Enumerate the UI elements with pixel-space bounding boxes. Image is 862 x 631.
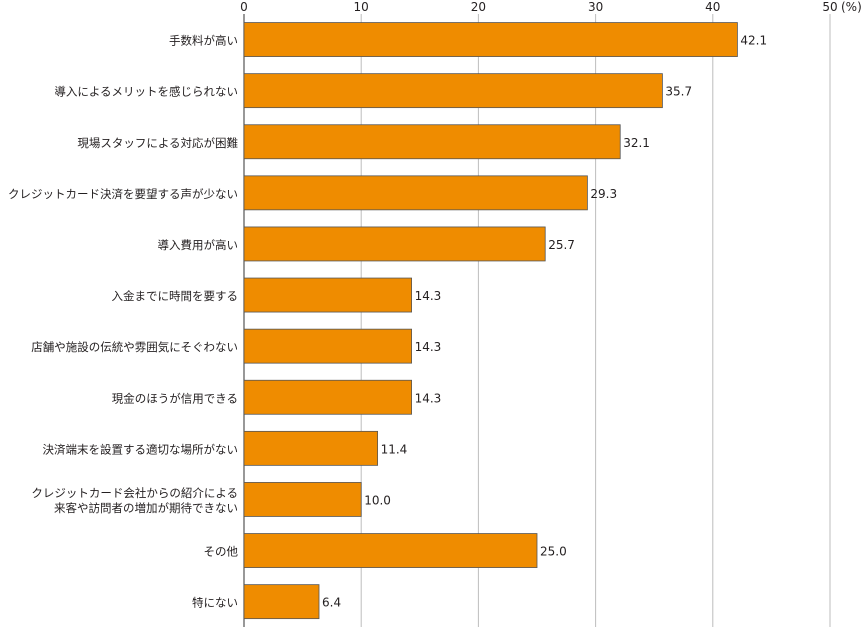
data-label: 6.4 xyxy=(322,596,341,610)
bar xyxy=(243,277,412,313)
data-label: 42.1 xyxy=(740,34,767,48)
bar xyxy=(243,584,320,620)
category-label: その他 xyxy=(204,545,239,559)
data-label: 29.3 xyxy=(590,187,617,201)
category-label: 現金のほうが信用できる xyxy=(112,391,238,405)
category-label: 店舗や施設の伝統や雰囲気にそぐわない xyxy=(31,340,238,354)
data-label: 14.3 xyxy=(415,391,442,405)
x-tick-label: 10 xyxy=(354,0,369,14)
data-label: 10.0 xyxy=(364,493,391,507)
category-label: 入金までに時間を要する xyxy=(112,289,239,303)
bar xyxy=(243,226,546,262)
data-label: 14.3 xyxy=(415,289,442,303)
data-label: 14.3 xyxy=(415,340,442,354)
category-label: 現場スタッフによる対応が困難 xyxy=(77,136,238,150)
data-label: 35.7 xyxy=(665,85,692,99)
bar xyxy=(243,328,412,364)
bar xyxy=(243,430,379,466)
x-tick-label: 40 xyxy=(705,0,720,14)
category-label: クレジットカード決済を要望する声が少ない xyxy=(8,187,238,201)
bar xyxy=(243,22,738,57)
category-label: クレジットカード会社からの紹介による来客や訪問者の増加が期待できない xyxy=(31,486,238,515)
category-label: 手数料が高い xyxy=(169,34,238,48)
data-label: 32.1 xyxy=(623,136,650,150)
x-tick-label: 0 xyxy=(240,0,248,14)
x-tick-label: 30 xyxy=(588,0,603,14)
bar xyxy=(243,175,588,211)
bar xyxy=(243,124,621,160)
bar xyxy=(243,73,663,109)
category-label: 導入によるメリットを感じられない xyxy=(54,85,238,99)
category-label: 導入費用が高い xyxy=(158,238,239,252)
data-label: 25.0 xyxy=(540,545,567,559)
data-label: 25.7 xyxy=(548,238,575,252)
category-label: 決済端末を設置する適切な場所がない xyxy=(43,442,239,456)
category-label: 特にない xyxy=(192,596,238,610)
x-tick-label: 50 xyxy=(822,0,837,14)
unit-label: (%) xyxy=(841,0,862,14)
bar xyxy=(243,482,362,517)
bar xyxy=(243,533,538,568)
data-label: 11.4 xyxy=(381,442,408,456)
x-tick-label: 20 xyxy=(471,0,486,14)
bar xyxy=(243,379,412,415)
